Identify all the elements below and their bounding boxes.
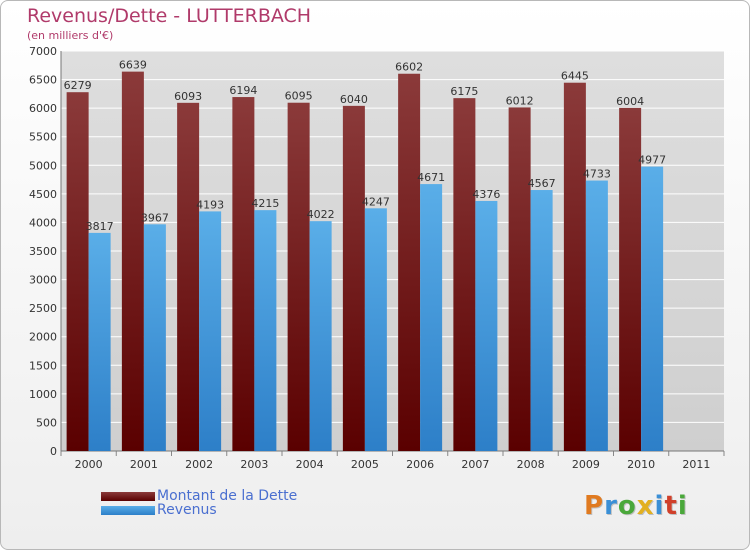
logo-letter: x bbox=[636, 491, 655, 521]
bar-revenus bbox=[88, 232, 111, 451]
data-label-debt: 6095 bbox=[285, 90, 313, 103]
data-label-debt: 6093 bbox=[174, 90, 202, 103]
bar-debt bbox=[121, 71, 144, 451]
y-tick-label: 1500 bbox=[29, 359, 57, 372]
bar-revenus bbox=[420, 184, 443, 452]
x-tick-label: 2009 bbox=[572, 458, 600, 471]
logo-letter: t bbox=[664, 491, 678, 521]
bar-debt bbox=[398, 73, 421, 451]
data-label-debt: 6040 bbox=[340, 93, 368, 106]
logo-letter: i bbox=[654, 491, 665, 521]
bar-revenus bbox=[585, 180, 608, 452]
legend-swatch-revenus bbox=[101, 505, 155, 515]
bar-revenus bbox=[641, 166, 664, 451]
x-tick-label: 2000 bbox=[75, 458, 103, 471]
legend-label-debt: Montant de la Dette bbox=[157, 488, 298, 504]
bar-revenus bbox=[475, 200, 498, 451]
y-tick-label: 5500 bbox=[29, 131, 57, 144]
data-label-revenus: 4247 bbox=[362, 195, 390, 208]
x-tick-label: 2011 bbox=[682, 458, 710, 471]
logo-letter: o bbox=[617, 491, 637, 521]
y-tick-label: 7000 bbox=[29, 45, 57, 58]
x-tick-label: 2002 bbox=[185, 458, 213, 471]
data-label-revenus: 4671 bbox=[417, 171, 445, 184]
data-label-revenus: 4376 bbox=[472, 188, 500, 201]
y-tick-label: 6000 bbox=[29, 102, 57, 115]
data-label-debt: 6279 bbox=[64, 79, 92, 92]
bar-debt bbox=[287, 102, 310, 451]
data-label-revenus: 4977 bbox=[638, 154, 666, 167]
x-tick-label: 2010 bbox=[627, 458, 655, 471]
x-tick-label: 2005 bbox=[351, 458, 379, 471]
y-tick-label: 3500 bbox=[29, 245, 57, 258]
logo-letter: i bbox=[677, 491, 688, 521]
bar-revenus bbox=[143, 224, 166, 451]
y-tick-label: 6500 bbox=[29, 74, 57, 87]
y-tick-label: 2500 bbox=[29, 302, 57, 315]
legend-item-revenus: Revenus bbox=[101, 502, 217, 518]
data-label-debt: 6194 bbox=[229, 84, 257, 97]
bar-debt bbox=[66, 92, 89, 451]
y-tick-label: 4500 bbox=[29, 188, 57, 201]
bar-debt bbox=[508, 107, 531, 451]
x-tick-label: 2006 bbox=[406, 458, 434, 471]
y-tick-label: 5000 bbox=[29, 159, 57, 172]
y-tick-label: 0 bbox=[50, 445, 57, 458]
x-tick-label: 2008 bbox=[517, 458, 545, 471]
data-label-debt: 6004 bbox=[616, 95, 644, 108]
data-label-debt: 6445 bbox=[561, 70, 589, 83]
data-label-debt: 6639 bbox=[119, 59, 147, 72]
bar-debt bbox=[177, 102, 200, 451]
data-label-revenus: 3817 bbox=[86, 220, 114, 233]
legend-swatch-debt bbox=[101, 491, 155, 501]
bar-debt bbox=[453, 98, 476, 452]
data-label-revenus: 4022 bbox=[307, 208, 335, 221]
x-tick-label: 2003 bbox=[240, 458, 268, 471]
data-label-debt: 6012 bbox=[506, 94, 534, 107]
chart-subtitle: (en milliers d'€) bbox=[27, 29, 114, 42]
bar-debt bbox=[619, 107, 642, 452]
y-tick-label: 500 bbox=[36, 416, 57, 429]
bar-debt bbox=[563, 82, 586, 451]
x-tick-label: 2001 bbox=[130, 458, 158, 471]
chart-title: Revenus/Dette - LUTTERBACH bbox=[27, 5, 312, 27]
bar-debt bbox=[342, 105, 365, 451]
data-label-revenus: 4567 bbox=[528, 177, 556, 190]
bar-revenus bbox=[364, 208, 387, 451]
y-tick-label: 3000 bbox=[29, 274, 57, 287]
y-tick-label: 1000 bbox=[29, 388, 57, 401]
bar-revenus bbox=[309, 221, 332, 451]
data-label-debt: 6175 bbox=[450, 85, 478, 98]
data-label-debt: 6602 bbox=[395, 61, 423, 74]
logo-letter: P bbox=[584, 491, 605, 521]
bar-revenus bbox=[530, 190, 553, 451]
y-tick-label: 4000 bbox=[29, 216, 57, 229]
data-label-revenus: 4215 bbox=[251, 197, 279, 210]
x-tick-label: 2007 bbox=[461, 458, 489, 471]
legend-item-debt: Montant de la Dette bbox=[101, 488, 298, 504]
bar-revenus bbox=[254, 210, 277, 451]
bar-revenus bbox=[199, 211, 222, 451]
data-label-revenus: 4733 bbox=[583, 168, 611, 181]
proxiti-logo: Proxiti bbox=[584, 491, 688, 521]
legend-label-revenus: Revenus bbox=[157, 502, 217, 518]
bar-debt bbox=[232, 97, 255, 452]
data-label-revenus: 4193 bbox=[196, 198, 224, 211]
data-label-revenus: 3967 bbox=[141, 211, 169, 224]
x-tick-label: 2004 bbox=[296, 458, 324, 471]
logo-letter: r bbox=[604, 491, 618, 521]
y-tick-label: 2000 bbox=[29, 331, 57, 344]
